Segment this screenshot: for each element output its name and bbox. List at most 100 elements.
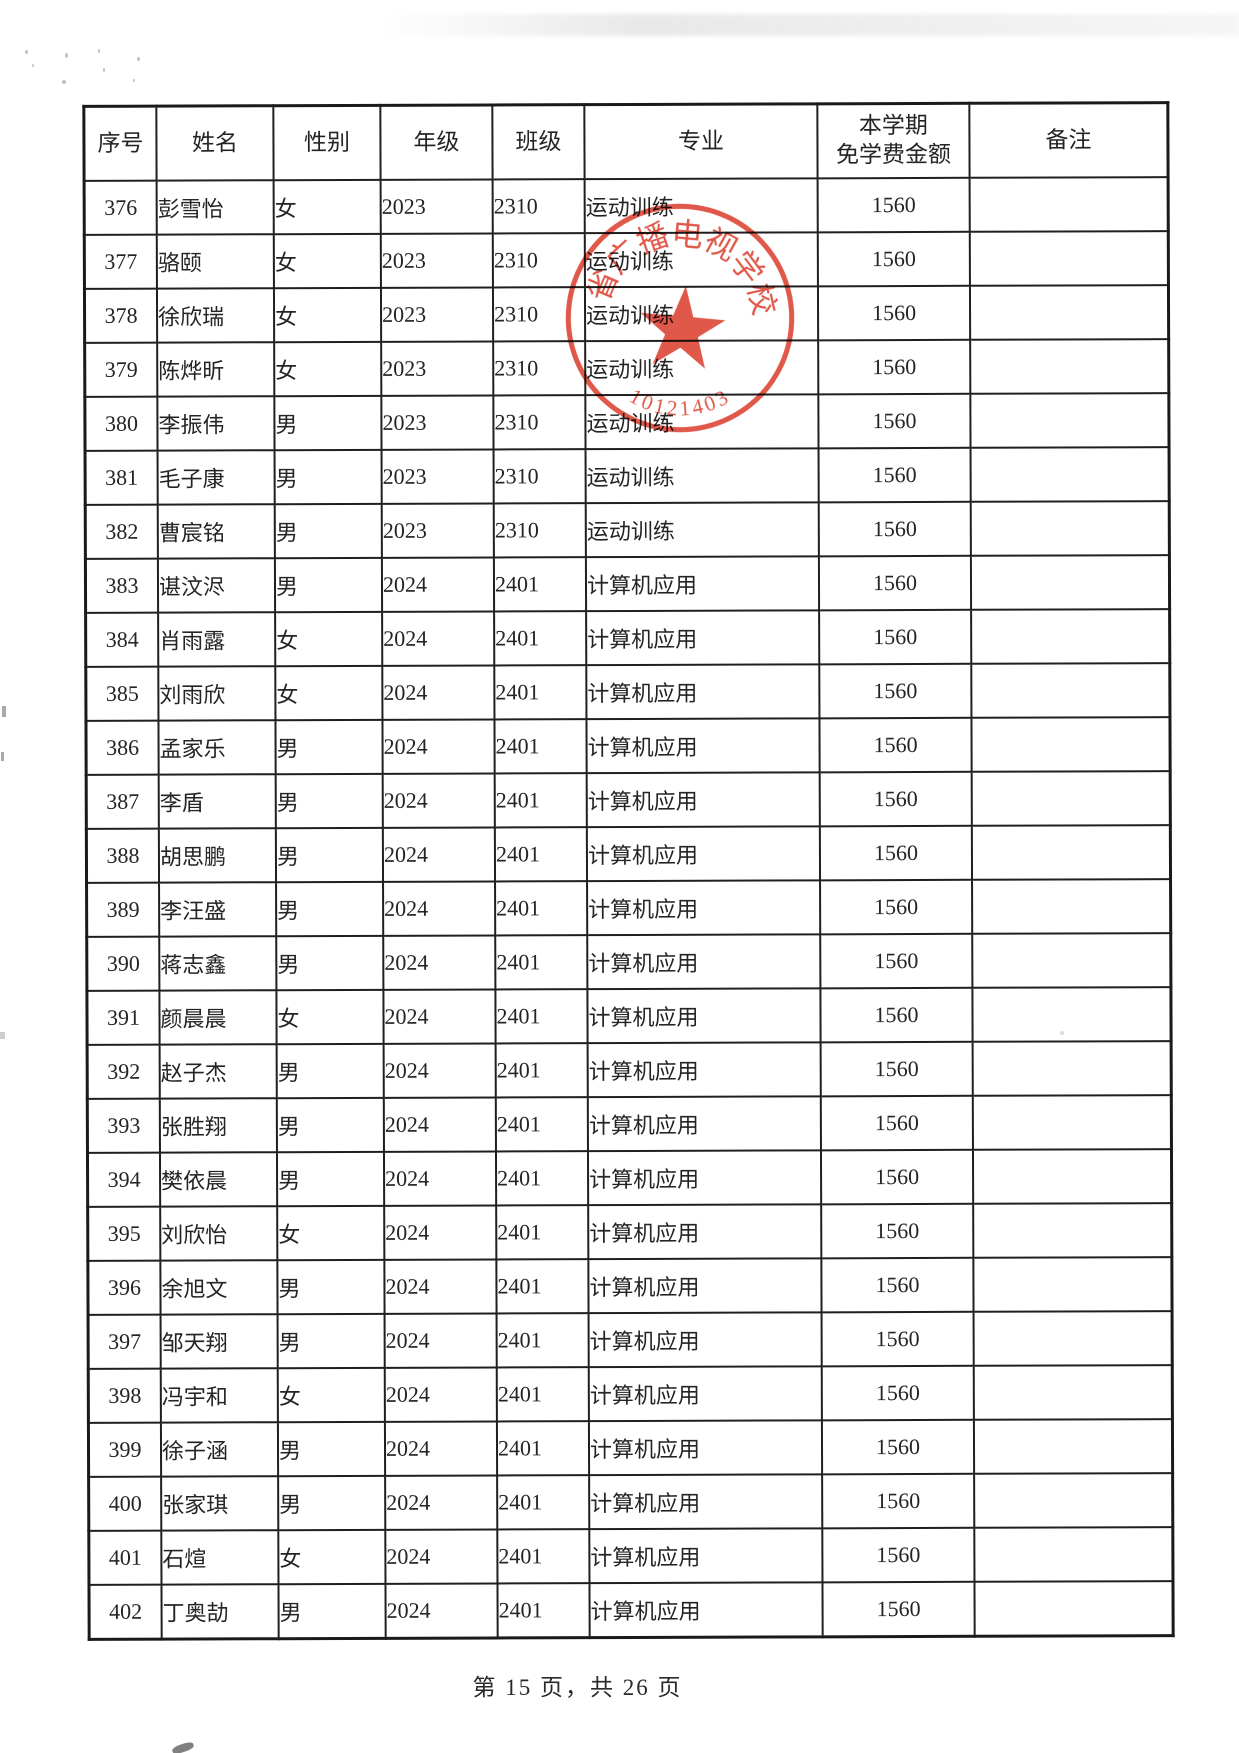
column-header-grade: 年级 — [380, 104, 493, 180]
cell-gender: 女 — [278, 1529, 386, 1585]
cell-amount: 1560 — [818, 339, 971, 395]
scan-edge-mark — [1, 752, 4, 761]
cell-remark — [973, 1365, 1173, 1420]
cell-name: 丁奥劼 — [161, 1584, 279, 1640]
scan-speck — [103, 68, 105, 72]
cell-name: 骆颐 — [156, 234, 274, 289]
cell-gender: 男 — [274, 503, 382, 559]
cell-major: 计算机应用 — [589, 1582, 823, 1638]
cell-grade: 2024 — [382, 665, 495, 720]
table-row: 377 骆颐女 2023 2310 运动训练 1560 — [84, 231, 1169, 289]
cell-gender: 男 — [276, 1043, 384, 1099]
cell-no: 390 — [86, 936, 160, 991]
cell-remark — [970, 555, 1170, 610]
cell-grade: 2024 — [382, 611, 495, 666]
cell-name: 肖雨露 — [158, 612, 276, 667]
cell-grade: 2024 — [384, 1367, 497, 1422]
column-header-major: 专业 — [584, 103, 818, 180]
cell-gender: 男 — [277, 1259, 385, 1315]
cell-major: 计算机应用 — [586, 718, 820, 774]
cell-major: 计算机应用 — [587, 988, 821, 1044]
cell-no: 398 — [88, 1368, 161, 1423]
table-row: 397 邹天翔男 2024 2401 计算机应用 1560 — [88, 1311, 1173, 1369]
cell-amount: 1560 — [821, 1365, 974, 1421]
cell-grade: 2024 — [385, 1529, 498, 1584]
cell-grade: 2024 — [384, 1205, 497, 1260]
cell-no: 378 — [84, 288, 158, 343]
cell-no: 377 — [84, 234, 157, 289]
cell-no: 400 — [88, 1476, 162, 1531]
cell-remark — [974, 1581, 1174, 1637]
table-row: 389 李汪盛男 2024 2401 计算机应用 1560 — [86, 879, 1171, 937]
cell-remark — [970, 447, 1170, 502]
cell-grade: 2024 — [384, 1421, 498, 1476]
cell-major: 运动训练 — [584, 178, 818, 234]
scan-speck — [65, 53, 68, 58]
cell-no: 402 — [88, 1584, 162, 1640]
cell-no: 387 — [86, 774, 159, 829]
cell-major: 计算机应用 — [588, 1312, 822, 1368]
cell-grade: 2023 — [381, 341, 494, 396]
cell-grade: 2024 — [384, 1259, 497, 1314]
cell-major: 计算机应用 — [589, 1528, 823, 1584]
cell-name: 颜晨晨 — [159, 990, 277, 1045]
cell-amount: 1560 — [819, 717, 972, 773]
table-row: 390 蒋志鑫男 2024 2401 计算机应用 1560 — [86, 933, 1171, 991]
column-header-remark: 备注 — [969, 102, 1169, 178]
cell-gender: 女 — [277, 1367, 385, 1423]
cell-gender: 女 — [275, 611, 383, 667]
cell-major: 运动训练 — [585, 340, 819, 396]
cell-no: 381 — [85, 450, 158, 505]
cell-amount: 1560 — [820, 1041, 973, 1097]
page-footer: 第 15 页，共 26 页 — [472, 1675, 683, 1700]
scan-speck — [25, 50, 28, 54]
cell-remark — [972, 1149, 1172, 1204]
cell-amount: 1560 — [819, 609, 972, 665]
cell-amount: 1560 — [820, 987, 973, 1043]
cell-name: 冯宇和 — [160, 1368, 278, 1423]
cell-name: 刘雨欣 — [158, 666, 276, 721]
cell-name: 陈烨昕 — [157, 342, 275, 397]
table-body: 376 彭雪怡女 2023 2310 运动训练 1560 377 骆颐女 2023 2310 运动训… — [84, 177, 1174, 1640]
cell-major: 计算机应用 — [588, 1366, 822, 1422]
cell-major: 计算机应用 — [585, 556, 820, 612]
cell-no: 397 — [88, 1314, 161, 1369]
cell-major: 计算机应用 — [588, 1420, 823, 1476]
cell-grade: 2024 — [384, 1313, 497, 1368]
cell-amount: 1560 — [818, 447, 971, 503]
cell-name: 李振伟 — [157, 396, 275, 451]
cell-gender: 男 — [276, 935, 384, 991]
student-fee-table: 序号 姓名 性别 年级 班级 专业 本学期 免学费金额 备注 376 彭雪怡女 2023 2310 运动… — [82, 101, 1175, 1641]
cell-remark — [971, 717, 1171, 772]
cell-remark — [972, 987, 1172, 1042]
cell-cls: 2310 — [492, 233, 585, 288]
cell-gender: 女 — [273, 287, 382, 343]
cell-name: 胡思鹏 — [158, 828, 277, 883]
cell-name: 樊依晨 — [159, 1152, 278, 1207]
table-row: 388 胡思鹏男 2024 2401 计算机应用 1560 — [86, 825, 1171, 883]
cell-grade: 2023 — [380, 179, 493, 234]
cell-cls: 2401 — [496, 1421, 590, 1476]
cell-name: 邹天翔 — [160, 1314, 278, 1369]
cell-amount: 1560 — [817, 231, 970, 287]
cell-remark — [971, 771, 1171, 826]
cell-amount: 1560 — [819, 663, 972, 719]
cell-grade: 2024 — [385, 1583, 498, 1639]
table-row: 381 毛子康男 2023 2310 运动训练 1560 — [85, 447, 1170, 505]
cell-amount: 1560 — [818, 501, 971, 557]
cell-major: 计算机应用 — [586, 664, 820, 720]
cell-cls: 2401 — [495, 1043, 588, 1098]
cell-amount: 1560 — [817, 177, 970, 233]
cell-amount: 1560 — [821, 1311, 974, 1367]
cell-gender: 男 — [276, 1151, 385, 1207]
cell-no: 383 — [85, 558, 159, 613]
table-row: 393 张胜翔男 2024 2401 计算机应用 1560 — [87, 1095, 1172, 1153]
cell-gender: 女 — [274, 341, 382, 397]
cell-major: 计算机应用 — [587, 1042, 821, 1098]
cell-cls: 2401 — [496, 1313, 589, 1368]
scan-speck — [137, 57, 140, 61]
cell-remark — [974, 1527, 1173, 1582]
cell-name: 余旭文 — [160, 1260, 278, 1315]
scan-speck — [1060, 1031, 1064, 1035]
scan-speck — [133, 79, 135, 82]
